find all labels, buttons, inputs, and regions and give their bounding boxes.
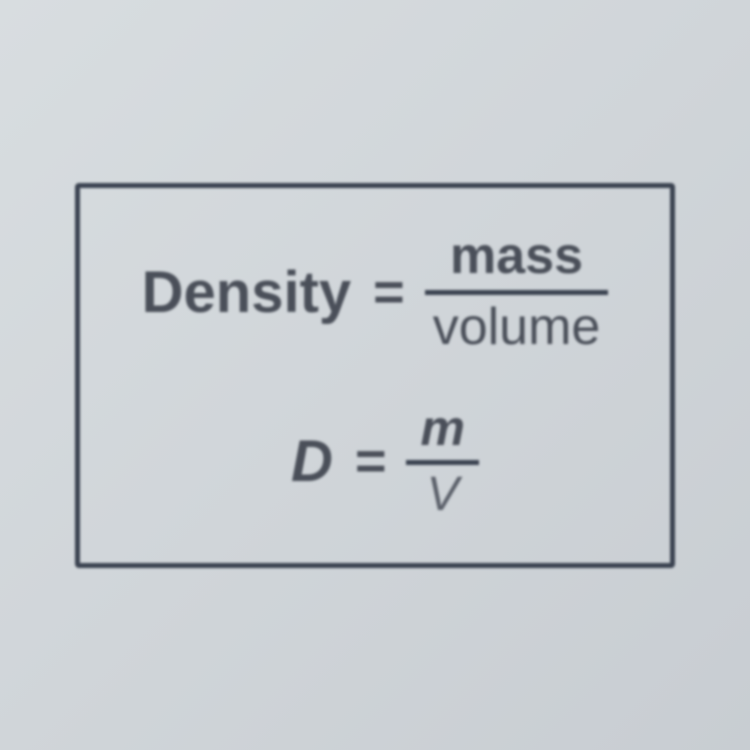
equation2-denominator: V xyxy=(413,465,473,522)
density-symbol-equation: D = m V xyxy=(291,401,479,522)
equation2-fraction: m V xyxy=(406,401,478,522)
equation1-denominator: volume xyxy=(425,295,609,356)
formula-box: Density = mass volume D = m V xyxy=(75,183,675,568)
equation1-equals: = xyxy=(367,261,409,323)
density-word-equation: Density = mass volume xyxy=(142,228,609,355)
equation1-left: Density xyxy=(142,259,352,326)
equation2-left: D xyxy=(291,428,333,495)
equation1-numerator: mass xyxy=(442,228,591,289)
equation2-equals: = xyxy=(349,430,391,492)
equation2-numerator: m xyxy=(406,401,478,460)
equation1-fraction: mass volume xyxy=(425,228,609,355)
